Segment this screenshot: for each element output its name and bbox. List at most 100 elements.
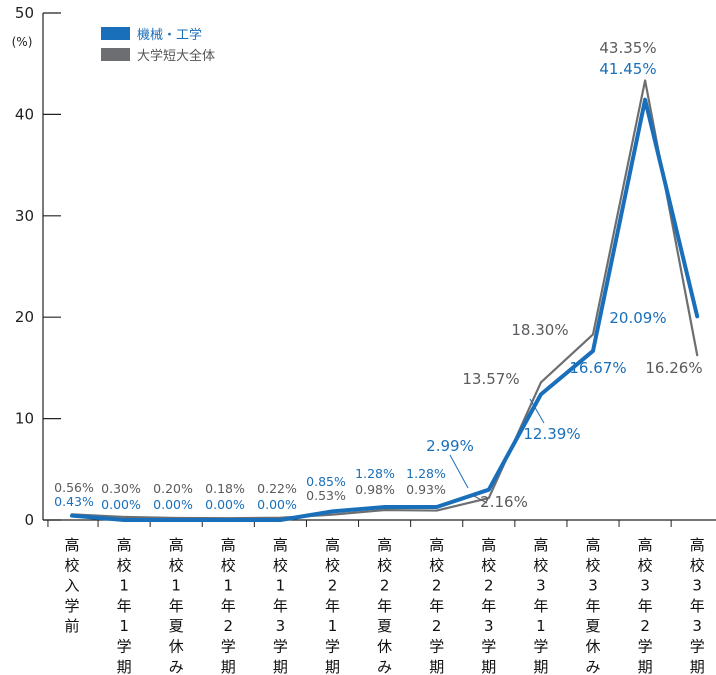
category-label-char: 校 bbox=[377, 556, 392, 574]
category-label-char: 期 bbox=[273, 658, 288, 675]
category-label-char: 期 bbox=[221, 658, 236, 675]
category-label-char: 学 bbox=[690, 638, 705, 656]
category-label: 高校 2 年 2 学期 bbox=[429, 536, 444, 675]
category-label-char: 前 bbox=[64, 617, 79, 635]
data-label: 12.39% bbox=[523, 425, 580, 443]
category-label-char: 期 bbox=[429, 658, 444, 675]
series-line-daigaku-zentai bbox=[70, 79, 699, 520]
category-label-char: 年 bbox=[481, 597, 496, 615]
category-label: 高校 1 年 3 学期 bbox=[273, 536, 288, 675]
category-label-char: 1 bbox=[119, 577, 129, 595]
y-tick-label: 20 bbox=[15, 308, 34, 326]
category-label-char: 高 bbox=[533, 536, 548, 554]
category-label-char: 学 bbox=[533, 638, 548, 656]
category-label-char: 2 bbox=[484, 577, 494, 595]
category-label-char: 期 bbox=[117, 658, 132, 675]
category-label-char: 期 bbox=[481, 658, 496, 675]
category-label-char: 1 bbox=[276, 577, 286, 595]
category-label-char: 期 bbox=[638, 658, 653, 675]
data-label: 0.00% bbox=[153, 497, 193, 512]
category-label-char: 2 bbox=[432, 617, 442, 635]
category-label: 高校 2 年 1 学期 bbox=[325, 536, 340, 675]
category-label-char: 3 bbox=[276, 617, 286, 635]
category-label-char: 1 bbox=[536, 617, 546, 635]
category-label-char: 休 bbox=[585, 638, 600, 656]
category-label-char: 年 bbox=[169, 597, 184, 615]
category-label-char: 期 bbox=[325, 658, 340, 675]
category-label-char: 3 bbox=[484, 617, 494, 635]
category-label-char: 学 bbox=[429, 638, 444, 656]
category-label-char: 年 bbox=[585, 597, 600, 615]
category-label-char: 年 bbox=[533, 597, 548, 615]
data-label: 0.43% bbox=[54, 494, 94, 509]
legend-entry: 大学短大全体 bbox=[137, 48, 215, 64]
category-label: 高校 3 年 3 学期 bbox=[690, 536, 705, 675]
category-label-char: 高 bbox=[429, 536, 444, 554]
data-label: 18.30% bbox=[511, 321, 568, 339]
category-label-char: 高 bbox=[221, 536, 236, 554]
category-label-char: 校 bbox=[117, 556, 132, 574]
data-label: 0.18% bbox=[205, 481, 245, 496]
y-axis-unit: (%) bbox=[12, 35, 33, 49]
data-label: 16.67% bbox=[569, 359, 626, 377]
category-label: 高校 3 年 1 学期 bbox=[533, 536, 548, 675]
category-label-char: 校 bbox=[325, 556, 340, 574]
data-label: 0.00% bbox=[257, 497, 297, 512]
data-labels: 0.43% 0.00% 0.00% 0.00% 0.00% 0.85% 1.28% 1.28%… bbox=[54, 39, 702, 512]
category-labels: 高校入学前高校1年1学期高校1年夏休み高校1年2学期高校1年3学期高校2年1学期… bbox=[64, 536, 704, 675]
category-label-char: 高 bbox=[481, 536, 496, 554]
category-label-char: 校 bbox=[221, 556, 236, 574]
data-label: 43.35% bbox=[599, 39, 656, 57]
category-label-char: 3 bbox=[692, 577, 702, 595]
data-label: 0.22% bbox=[257, 481, 297, 496]
category-label-char: 学 bbox=[638, 638, 653, 656]
category-label-char: 学 bbox=[325, 638, 340, 656]
series-lines bbox=[70, 79, 700, 522]
category-label-char: 夏 bbox=[377, 617, 392, 635]
category-label-char: 校 bbox=[273, 556, 288, 574]
category-label-char: 年 bbox=[638, 597, 653, 615]
category-label-char: 休 bbox=[169, 638, 184, 656]
y-tick-label: 50 bbox=[15, 4, 34, 22]
category-label-char: 校 bbox=[585, 556, 600, 574]
data-label: 1.28% bbox=[406, 466, 446, 481]
category-label-char: 学 bbox=[117, 638, 132, 656]
category-label-char: 年 bbox=[690, 597, 705, 615]
legend-swatch bbox=[101, 48, 130, 61]
y-tick-label: 30 bbox=[15, 207, 34, 225]
leader-line bbox=[473, 495, 488, 504]
category-label-char: 年 bbox=[429, 597, 444, 615]
category-label-char: 1 bbox=[119, 617, 129, 635]
data-label: 0.30% bbox=[101, 481, 141, 496]
data-label: 13.57% bbox=[462, 370, 519, 388]
category-label-char: 校 bbox=[429, 556, 444, 574]
category-label-char: 高 bbox=[169, 536, 184, 554]
category-label-char: 2 bbox=[432, 577, 442, 595]
data-label: 0.93% bbox=[406, 482, 446, 497]
leader-line bbox=[529, 398, 545, 424]
category-label: 高校 1 年 1 学期 bbox=[117, 536, 132, 675]
category-label-char: 校 bbox=[481, 556, 496, 574]
category-label-char: 校 bbox=[533, 556, 548, 574]
category-label-char: み bbox=[377, 658, 392, 675]
data-label: 0.53% bbox=[306, 488, 346, 503]
category-label-char: 入 bbox=[64, 577, 79, 595]
category-label-char: 2 bbox=[380, 577, 390, 595]
category-label-char: 期 bbox=[533, 658, 548, 675]
category-label-char: 3 bbox=[536, 577, 546, 595]
data-label: 0.98% bbox=[355, 482, 395, 497]
legend-swatch bbox=[101, 27, 130, 40]
data-label: 2.99% bbox=[426, 437, 474, 455]
category-label-char: 学 bbox=[273, 638, 288, 656]
category-label-char: 1 bbox=[171, 577, 181, 595]
category-label-char: 高 bbox=[273, 536, 288, 554]
series-line-kikai-kougaku bbox=[70, 97, 700, 522]
category-label-char: 学 bbox=[481, 638, 496, 656]
category-label-char: 1 bbox=[328, 617, 338, 635]
data-label: 1.28% bbox=[355, 466, 395, 481]
category-label: 高校 1 年 2 学期 bbox=[221, 536, 236, 675]
data-label: 2.16% bbox=[480, 493, 528, 511]
